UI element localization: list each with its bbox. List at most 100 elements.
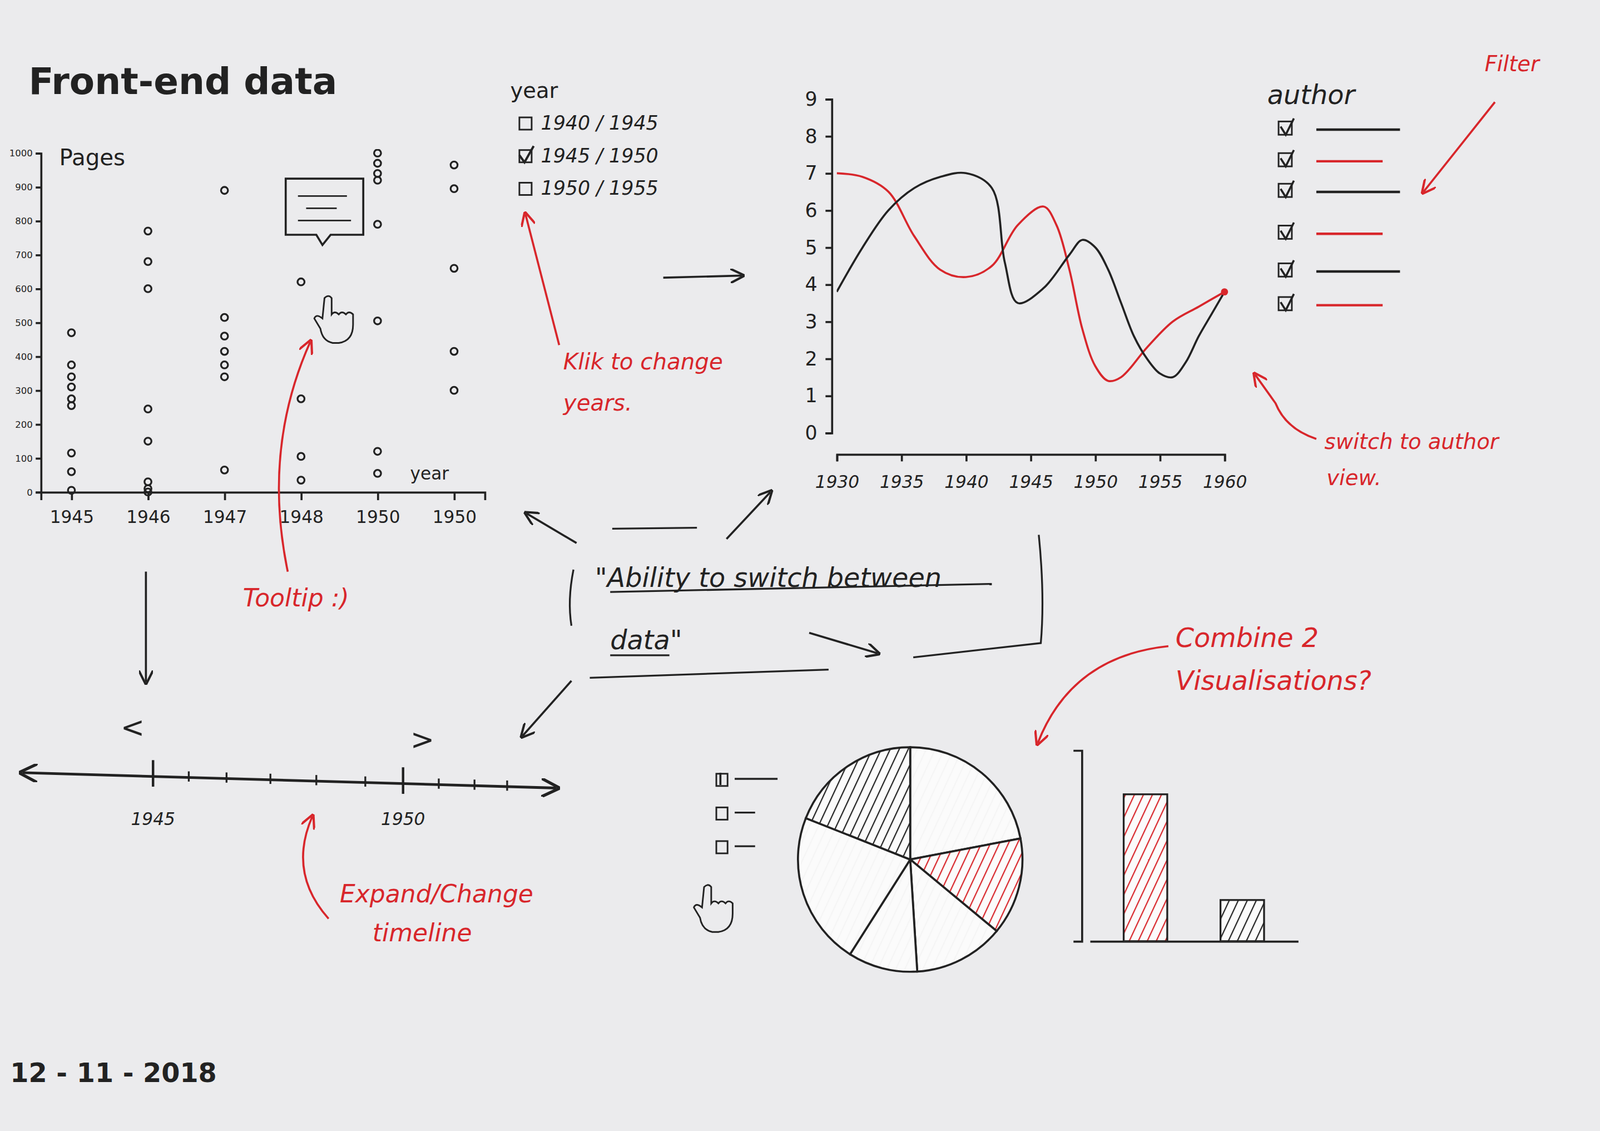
tick-label: 1 (805, 384, 818, 407)
checkbox[interactable] (519, 117, 532, 130)
tick-mark (825, 209, 832, 212)
tick: 2 (805, 347, 832, 370)
option-line (734, 811, 756, 814)
tick-label: 9 (805, 87, 818, 111)
checkmark (1280, 150, 1295, 167)
annotation-text: Combine 2 (1175, 622, 1320, 653)
axis-title: year (410, 463, 450, 484)
tick: 900 (15, 181, 41, 193)
annotation: Klik to changeyears. (562, 348, 723, 416)
data-point (67, 329, 75, 336)
tick: 1948 (279, 491, 324, 527)
tick: 1 (805, 384, 832, 407)
tick-label: 6 (805, 199, 818, 222)
checkbox[interactable] (519, 182, 532, 195)
data-point (144, 437, 152, 445)
checkbox[interactable] (716, 840, 728, 854)
tick-label: 1940 (944, 471, 989, 492)
bracket (913, 534, 1043, 657)
bar (1220, 899, 1265, 941)
tick-mark (825, 432, 832, 435)
tick: 1945 (1008, 454, 1053, 493)
axis-line (1090, 940, 1299, 943)
tick-mark (1224, 454, 1227, 462)
pie-option[interactable] (716, 772, 778, 786)
tick-mark (825, 394, 832, 398)
data-point (67, 383, 75, 390)
tick: 700 (15, 249, 41, 261)
data-point (144, 405, 152, 413)
tick-mark (965, 454, 968, 462)
timeline-tick (402, 766, 405, 794)
timeline-label: 1950 (380, 808, 425, 829)
year-option[interactable]: 1940 / 1945 (519, 111, 659, 135)
data-point (144, 227, 152, 235)
data-point (297, 395, 305, 403)
tick: 1955 (1138, 454, 1183, 493)
data-point (67, 402, 75, 409)
scatter-chart: 0100200300400500600700800900100019451946… (9, 144, 486, 527)
tick: 300 (15, 385, 41, 396)
checkbox[interactable] (716, 773, 728, 786)
tick-label: 1948 (279, 506, 324, 527)
arrow (1423, 101, 1495, 192)
arrow (303, 816, 329, 919)
annotation-text: Klik to change (563, 348, 723, 375)
tick-mark (35, 457, 41, 460)
timeline-minor-tick (437, 778, 440, 789)
tooltip-line (298, 219, 351, 222)
author-option[interactable] (1278, 150, 1383, 167)
tick: 200 (15, 419, 41, 430)
data-line (836, 172, 1225, 381)
timeline-next[interactable]: > (410, 722, 435, 756)
data-point (144, 285, 152, 292)
tick-mark (825, 320, 832, 324)
bar-chart (1073, 750, 1299, 942)
tick-mark (825, 283, 832, 286)
data-point (220, 347, 228, 355)
tick-label: 1950 (355, 506, 400, 527)
author-option[interactable] (1278, 222, 1383, 239)
annotation-text: switch to author (1324, 428, 1500, 454)
timeline: 19451950<> (22, 710, 557, 829)
option-line (734, 777, 778, 780)
data-point (450, 386, 458, 394)
tick-mark (147, 491, 150, 500)
year-option[interactable]: 1945 / 1950 (519, 144, 659, 167)
pie-option[interactable] (716, 806, 756, 820)
tick-label: 200 (15, 419, 33, 430)
pie-option[interactable] (716, 840, 756, 854)
underline (610, 654, 670, 656)
end-point (1220, 288, 1228, 296)
axis-line (41, 492, 485, 500)
data-line (836, 172, 1225, 378)
date: 12 - 11 - 2018 (10, 1057, 217, 1088)
author-option[interactable] (1278, 260, 1400, 277)
data-point (450, 347, 458, 355)
tick-label: 900 (15, 181, 33, 193)
tick-mark (35, 288, 41, 291)
timeline-minor-tick (315, 774, 317, 785)
data-point (450, 185, 458, 192)
timeline-prev[interactable]: < (120, 710, 145, 744)
bars (1123, 794, 1265, 941)
year-option[interactable]: 1950 / 1955 (519, 176, 659, 200)
annotation-text: Visualisations? (1175, 665, 1372, 696)
data-point (67, 361, 75, 369)
author-option[interactable] (1278, 118, 1400, 135)
data-point (374, 447, 381, 455)
arrow (522, 680, 572, 736)
tick-mark (836, 454, 839, 462)
tick-mark (35, 491, 41, 494)
author-option[interactable] (1278, 293, 1383, 310)
tick-mark (35, 186, 41, 189)
timeline-minor-tick (187, 771, 190, 782)
option-line (734, 844, 756, 847)
author-option[interactable] (1278, 180, 1400, 197)
arrow (809, 632, 878, 654)
tick-label: 5 (805, 236, 818, 259)
checkbox[interactable] (716, 806, 728, 820)
timeline-minor-tick (506, 780, 508, 791)
arrow (525, 214, 560, 345)
data-point (297, 476, 305, 484)
